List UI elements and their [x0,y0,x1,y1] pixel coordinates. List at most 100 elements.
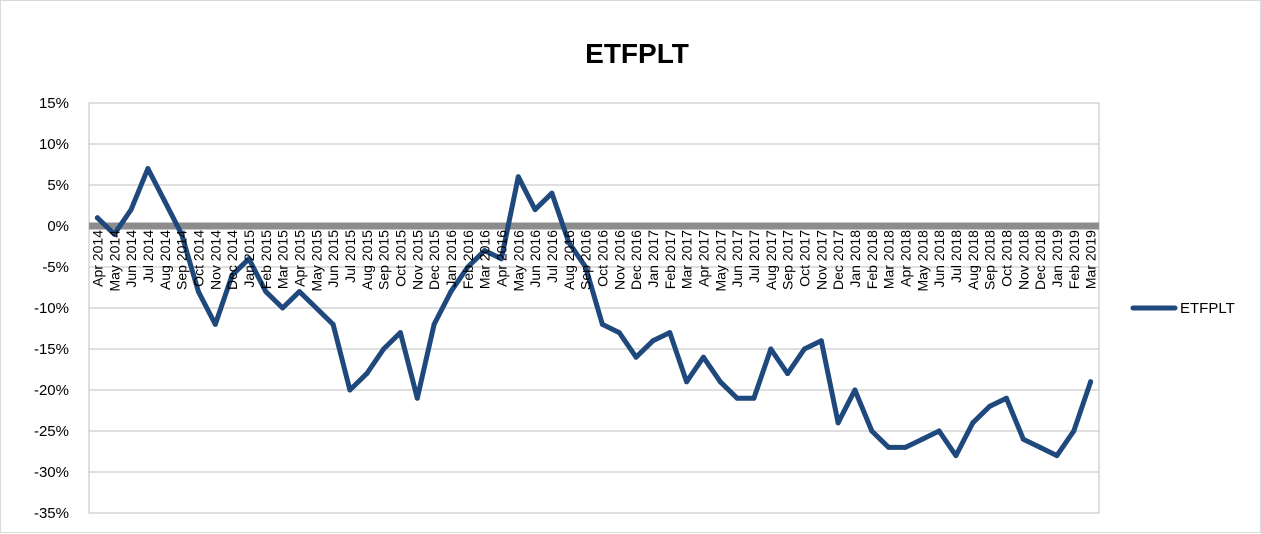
data-point [296,289,302,295]
x-tick-label: Oct 2015 [392,230,408,287]
x-tick-label: Jan 2015 [241,230,257,288]
data-point [1020,436,1026,442]
x-tick-label: Dec 2016 [628,230,644,290]
x-tick-label: Jun 2018 [931,230,947,288]
x-tick-label: Apr 2017 [695,230,711,287]
data-point [566,239,572,245]
x-tick-label: Feb 2017 [662,230,678,289]
x-tick-label: Mar 2017 [679,230,695,289]
x-tick-label: Feb 2019 [1066,230,1082,289]
x-tick-label: Apr 2015 [291,230,307,287]
data-point [263,289,269,295]
x-tick-label: Dec 2017 [830,230,846,290]
y-tick-label: 10% [39,136,69,153]
x-tick-label: Oct 2016 [594,230,610,287]
data-point [768,346,774,352]
data-point [94,215,100,221]
data-point [936,428,942,434]
x-tick-label: Jul 2015 [342,230,358,283]
data-point [549,190,555,196]
x-tick-label: Aug 2016 [561,230,577,290]
x-tick-label: Aug 2018 [965,230,981,290]
x-tick-label: Sep 2015 [376,230,392,290]
data-point [869,428,875,434]
x-tick-label: Mar 2018 [881,230,897,289]
x-tick-label: Sep 2014 [174,230,190,290]
series-line-etfplt [94,166,1094,459]
data-point [381,346,387,352]
data-point [229,272,235,278]
x-axis-tick-labels: Apr 2014 May 2014 Jun 2014 Jul 2014 Aug 2014… [89,230,1098,292]
data-point [465,264,471,270]
x-tick-label: Oct 2018 [998,230,1014,287]
x-tick-label: Aug 2014 [157,230,173,290]
x-tick-label: Nov 2014 [207,230,223,290]
data-point [835,420,841,426]
x-tick-label: Jan 2018 [847,230,863,288]
data-point [650,338,656,344]
x-tick-label: May 2015 [308,230,324,292]
chart-title: ETFPLT [585,38,689,69]
y-tick-label: -35% [34,505,69,522]
data-point [1037,444,1043,450]
y-tick-label: -30% [34,464,69,481]
x-tick-label: Mar 2019 [1083,230,1099,289]
data-point [801,346,807,352]
x-tick-label: Jun 2017 [729,230,745,288]
gridlines [88,102,1100,514]
x-tick-label: Apr 2018 [897,230,913,287]
data-point [414,395,420,401]
series-lines [94,166,1094,459]
y-tick-label: 5% [47,177,69,194]
legend-label: ETFPLT [1180,300,1235,317]
data-point [1088,379,1094,385]
data-point [111,231,117,237]
data-point [717,379,723,385]
data-point [128,207,134,213]
y-tick-label: 0% [47,218,69,235]
data-point [599,321,605,327]
x-tick-label: Jun 2014 [123,230,139,288]
x-tick-label: Oct 2017 [796,230,812,287]
y-tick-label: -20% [34,382,69,399]
x-tick-label: Sep 2018 [982,230,998,290]
data-point [852,387,858,393]
y-tick-label: -15% [34,341,69,358]
y-axis-tick-labels: 15% 10% 5% 0% -5% -10% -15% -20% -25% -30% -35% [34,95,69,522]
data-point [179,231,185,237]
x-tick-label: Feb 2016 [460,230,476,289]
x-tick-label: Apr 2014 [89,230,105,287]
x-tick-label: Jul 2016 [544,230,560,283]
data-point [498,256,504,262]
data-point [397,330,403,336]
x-tick-label: Nov 2018 [1015,230,1031,290]
x-tick-label: Aug 2015 [359,230,375,290]
data-point [212,321,218,327]
data-point [684,379,690,385]
data-point [145,166,151,172]
x-tick-label: Mar 2015 [275,230,291,289]
data-point [313,305,319,311]
data-point [919,436,925,442]
data-point [195,289,201,295]
y-tick-label: 15% [39,95,69,112]
x-tick-label: Feb 2018 [864,230,880,289]
data-point [953,453,959,459]
x-tick-label: Jul 2014 [140,230,156,283]
x-tick-label: Jun 2016 [527,230,543,288]
x-tick-label: Nov 2015 [409,230,425,290]
x-tick-label: Jul 2017 [746,230,762,283]
data-point [482,248,488,254]
data-point [431,321,437,327]
y-tick-label: -25% [34,423,69,440]
data-point [1071,428,1077,434]
data-point [633,354,639,360]
x-tick-label: May 2018 [914,230,930,292]
data-point [616,330,622,336]
data-point [246,256,252,262]
data-point [751,395,757,401]
data-point [987,403,993,409]
data-point [1003,395,1009,401]
